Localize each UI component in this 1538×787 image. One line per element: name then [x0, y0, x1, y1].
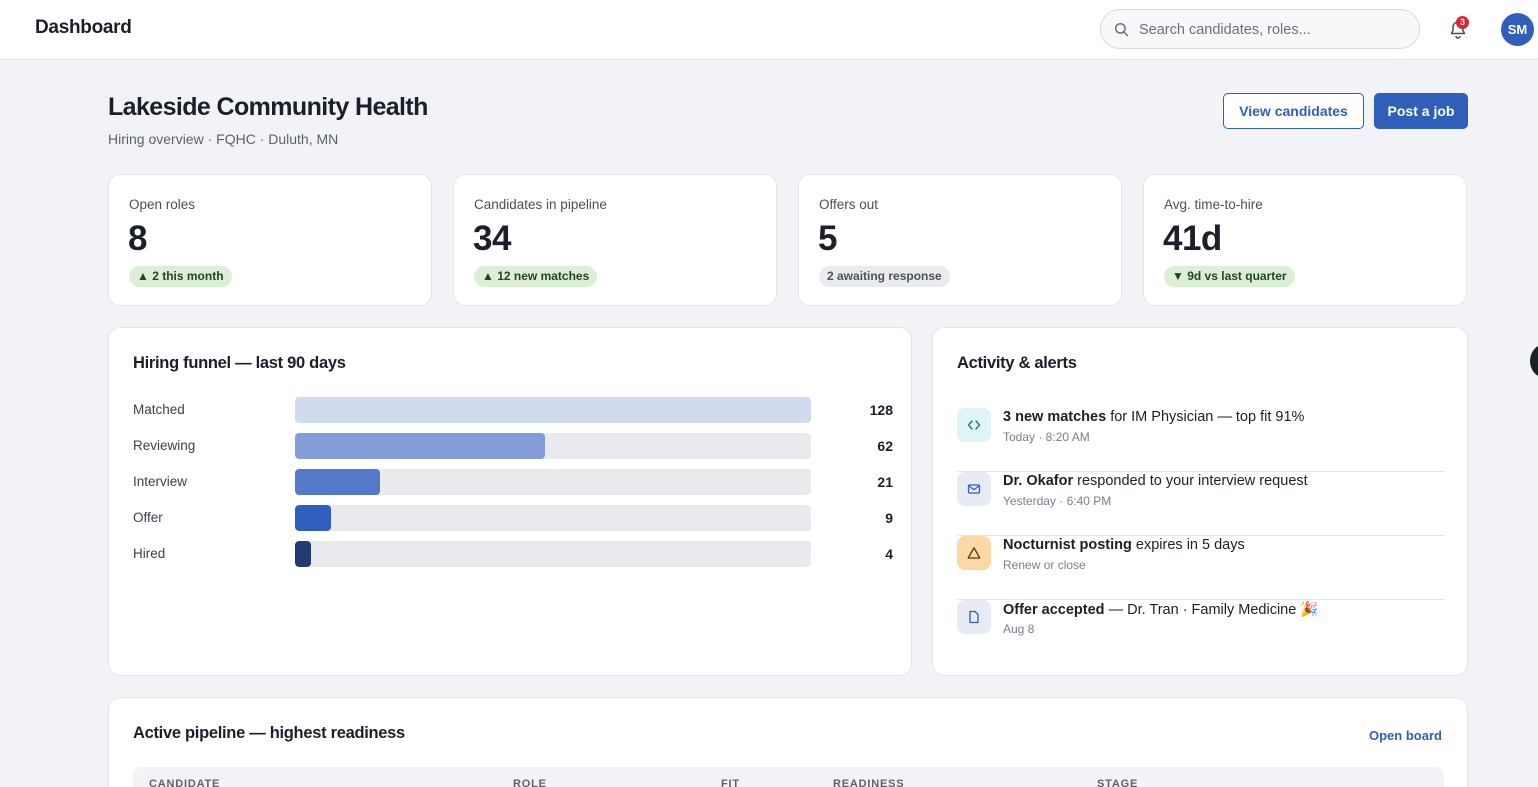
activity-icon-tile [957, 600, 991, 634]
stat-card-candidates-in-pipeline: Candidates in pipeline 34 ▲ 12 new match… [453, 174, 777, 306]
pipeline-title: Active pipeline — highest readiness [133, 724, 405, 742]
funnel-row-matched: Matched 128 [133, 397, 893, 423]
notification-count-badge: 3 [1456, 16, 1469, 29]
search-input[interactable] [1139, 19, 1409, 41]
search-box[interactable] [1100, 9, 1420, 49]
column-header-fit[interactable]: FIT [721, 778, 740, 787]
activity-icon-tile [957, 536, 991, 570]
funnel-bar-track [295, 505, 811, 531]
mail-icon [967, 484, 981, 494]
stat-value: 8 [128, 219, 147, 258]
funnel-bar-track [295, 541, 811, 567]
post-job-button[interactable]: Post a job [1374, 93, 1468, 129]
funnel-bar-fill [295, 433, 545, 459]
activity-meta: Yesterday · 6:40 PM [1003, 494, 1112, 508]
funnel-stage-count: 128 [869, 402, 893, 418]
activity-text: Offer accepted — Dr. Tran · Family Medic… [1003, 601, 1318, 618]
stat-label: Offers out [819, 197, 879, 212]
hiring-funnel-card: Hiring funnel — last 90 days Matched 128… [108, 327, 912, 676]
funnel-bar-fill [295, 541, 312, 567]
activity-item-new-matches[interactable]: 3 new matches for IM Physician — top fit… [957, 408, 1444, 472]
floating-help-button[interactable] [1530, 344, 1538, 378]
column-header-candidate[interactable]: CANDIDATE [149, 778, 221, 787]
organization-subtitle: Hiring overview · FQHC · Duluth, MN [108, 131, 339, 147]
funnel-row-interview: Interview 21 [133, 469, 893, 495]
activity-item-offer-accepted[interactable]: Offer accepted — Dr. Tran · Family Medic… [957, 600, 1444, 664]
funnel-stage-label: Matched [133, 402, 185, 417]
active-pipeline-card: Active pipeline — highest readiness Open… [108, 697, 1468, 787]
activity-subject: Dr. Okafor [1003, 473, 1074, 489]
stat-label: Open roles [129, 197, 196, 212]
funnel-bar-fill [295, 397, 811, 423]
activity-detail: responded to your interview request [1073, 473, 1308, 489]
activity-icon-tile [957, 408, 991, 442]
funnel-title: Hiring funnel — last 90 days [133, 354, 346, 372]
code-icon [967, 420, 981, 430]
activity-subject: 3 new matches [1003, 409, 1107, 425]
activity-text: Dr. Okafor responded to your interview r… [1003, 473, 1308, 489]
funnel-stage-label: Interview [133, 474, 188, 489]
stat-status-badge: 2 awaiting response [819, 266, 950, 287]
activity-detail: — Dr. Tran · Family Medicine 🎉 [1104, 602, 1319, 618]
funnel-bar-track [295, 469, 811, 495]
activity-meta: Today · 8:20 AM [1003, 430, 1090, 444]
activity-detail: for IM Physician — top fit 91% [1106, 409, 1305, 425]
activity-text: 3 new matches for IM Physician — top fit… [1003, 409, 1304, 425]
user-avatar[interactable]: SM [1501, 13, 1534, 46]
page-title: Dashboard [35, 17, 132, 38]
view-candidates-button[interactable]: View candidates [1223, 93, 1364, 129]
funnel-stage-label: Offer [133, 510, 163, 525]
funnel-stage-count: 21 [877, 474, 893, 490]
top-bar: Dashboard 3 SM [0, 0, 1538, 60]
funnel-row-hired: Hired 4 [133, 541, 893, 567]
funnel-stage-count: 4 [885, 546, 893, 562]
activity-item-nocturnist-expiry[interactable]: Nocturnist posting expires in 5 days Ren… [957, 536, 1444, 600]
activity-subject: Nocturnist posting [1003, 537, 1132, 553]
notifications-button[interactable]: 3 [1447, 16, 1469, 40]
stat-label: Candidates in pipeline [474, 197, 607, 212]
stat-card-open-roles: Open roles 8 ▲ 2 this month [108, 174, 432, 306]
funnel-bar-fill [295, 469, 380, 495]
organization-name: Lakeside Community Health [108, 93, 428, 121]
stat-value: 41d [1163, 219, 1222, 258]
funnel-row-reviewing: Reviewing 62 [133, 433, 893, 459]
activity-title: Activity & alerts [957, 354, 1077, 372]
funnel-bar-fill [295, 505, 332, 531]
funnel-row-offer: Offer 9 [133, 505, 893, 531]
activity-alerts-card: Activity & alerts 3 new matches for IM P… [932, 327, 1468, 676]
stat-card-avg-time-to-hire: Avg. time-to-hire 41d ▼ 9d vs last quart… [1143, 174, 1467, 306]
activity-meta: Aug 8 [1003, 622, 1035, 636]
funnel-stage-label: Reviewing [133, 438, 196, 453]
activity-text: Nocturnist posting expires in 5 days [1003, 537, 1245, 553]
activity-subject: Offer accepted [1003, 602, 1105, 618]
open-board-link[interactable]: Open board [1369, 728, 1442, 743]
pipeline-table-header: CANDIDATE ROLE FIT READINESS STAGE [133, 767, 1444, 787]
funnel-stage-label: Hired [133, 546, 166, 561]
funnel-bar-track [295, 397, 811, 423]
activity-detail: expires in 5 days [1131, 537, 1245, 553]
stat-card-offers-out: Offers out 5 2 awaiting response [798, 174, 1122, 306]
activity-item-okafor-response[interactable]: Dr. Okafor responded to your interview r… [957, 472, 1444, 536]
activity-icon-tile [957, 472, 991, 506]
funnel-stage-count: 62 [877, 438, 893, 454]
activity-meta: Renew or close [1003, 558, 1086, 572]
stat-value: 5 [818, 219, 837, 258]
stat-trend-badge: ▲ 12 new matches [474, 266, 598, 287]
warning-icon [967, 547, 981, 559]
stat-label: Avg. time-to-hire [1164, 197, 1263, 212]
column-header-readiness[interactable]: READINESS [833, 778, 905, 787]
funnel-bar-track [295, 433, 811, 459]
funnel-stage-count: 9 [885, 510, 893, 526]
stat-trend-badge: ▲ 2 this month [129, 266, 232, 287]
search-icon [1114, 22, 1129, 37]
stat-value: 34 [473, 219, 511, 258]
column-header-role[interactable]: ROLE [513, 778, 547, 787]
stat-trend-badge: ▼ 9d vs last quarter [1164, 266, 1295, 287]
column-header-stage[interactable]: STAGE [1097, 778, 1139, 787]
document-icon [969, 610, 979, 624]
